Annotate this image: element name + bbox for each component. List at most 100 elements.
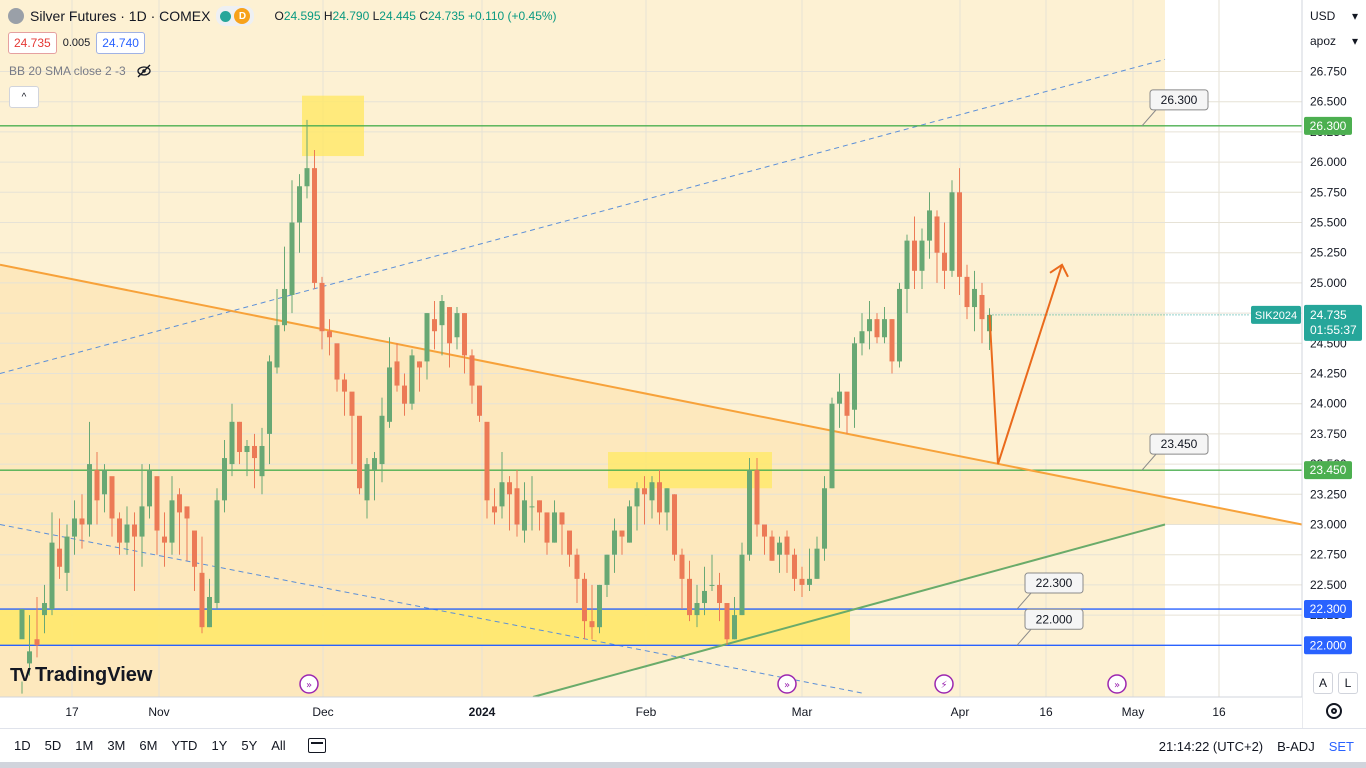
auto-scale-button[interactable]: A — [1313, 672, 1333, 694]
level-callout — [1149, 89, 1209, 111]
buy-price-button[interactable]: 24.740 — [96, 32, 145, 54]
symbol-badge-label: SIK2024 — [1255, 310, 1297, 322]
time-tick-label: Mar — [792, 705, 813, 719]
candle-body — [132, 524, 137, 537]
candle-body — [372, 458, 377, 471]
bottom-strip — [0, 762, 1366, 768]
time-tick-label: Apr — [951, 705, 970, 719]
candle-body — [642, 488, 647, 495]
candle-body — [717, 584, 722, 604]
highlight-zone-bottom — [0, 609, 850, 646]
candle-body — [214, 500, 220, 604]
period-1m[interactable]: 1M — [75, 738, 94, 753]
period-6m[interactable]: 6M — [139, 738, 158, 753]
time-tick-label: May — [1122, 705, 1145, 719]
level-axis-label: 22.300 — [1310, 602, 1347, 616]
adjustment-label[interactable]: B-ADJ — [1277, 738, 1315, 754]
candle-body — [657, 482, 662, 513]
level-axis-badge — [1304, 636, 1352, 655]
event-marker-icon-glyph: » — [306, 680, 312, 691]
time-axis-panel — [0, 697, 1302, 728]
candle-body — [477, 385, 482, 416]
period-5y[interactable]: 5Y — [241, 738, 258, 753]
symbol-logo-icon — [8, 8, 24, 24]
candle-body — [529, 506, 535, 508]
collapse-legend-button[interactable]: ^ — [9, 86, 39, 108]
event-marker-icon[interactable] — [777, 674, 797, 694]
candle-body — [957, 192, 962, 277]
gear-icon[interactable] — [1326, 703, 1342, 719]
level-axis-badge — [1304, 461, 1352, 480]
candle-body — [889, 319, 895, 362]
candle-body — [439, 301, 445, 326]
level-callout — [1024, 608, 1084, 630]
ohlc-values: O24.595 H24.790 L24.445 C24.735 +0.110 (… — [274, 9, 556, 23]
candle-body — [829, 403, 835, 489]
channel-upper-dashed — [0, 58, 1166, 374]
candle-body — [237, 421, 242, 453]
log-scale-button[interactable]: L — [1338, 672, 1358, 694]
period-1d[interactable]: 1D — [14, 738, 31, 753]
eye-off-icon[interactable] — [136, 64, 152, 78]
high-label: H — [323, 9, 333, 23]
candle-body — [289, 222, 295, 295]
price-tick-label: 23.000 — [1310, 518, 1347, 532]
event-marker-icon[interactable] — [299, 674, 319, 694]
currency-select[interactable]: USD ▾ — [1306, 4, 1362, 28]
session-settings-button[interactable]: SET — [1328, 738, 1354, 754]
last-price-badge — [1304, 304, 1362, 341]
candle-body — [72, 518, 77, 537]
candle-body — [154, 476, 160, 531]
unit-select[interactable]: apoz ▾ — [1306, 29, 1362, 53]
candle-body — [117, 518, 122, 543]
price-tick-label: 25.000 — [1310, 276, 1347, 290]
period-3m[interactable]: 3M — [107, 738, 126, 753]
symbol-title[interactable]: Silver Futures · 1D · COMEX — [30, 8, 211, 24]
candle-body — [102, 470, 107, 495]
tradingview-logo[interactable]: TV TradingView — [10, 664, 152, 687]
candle-body — [897, 288, 902, 362]
candle-body — [147, 470, 152, 507]
indicator-legend[interactable]: BB 20 SMA close 2 -3 — [9, 64, 152, 78]
event-marker-icon[interactable] — [1107, 674, 1127, 694]
candle-body — [709, 584, 715, 586]
candle-body — [259, 445, 265, 477]
candle-body — [379, 415, 385, 465]
delayed-badge: D — [234, 8, 251, 24]
price-tick-label: 26.000 — [1310, 155, 1347, 169]
close-label: C — [419, 9, 428, 23]
sell-price-button[interactable]: 24.735 — [8, 32, 57, 54]
period-all[interactable]: All — [271, 738, 286, 753]
lightning-icon[interactable] — [934, 674, 954, 694]
candle-body — [949, 192, 955, 271]
candle-body — [574, 554, 580, 579]
candle-body — [567, 530, 572, 555]
candle-body — [499, 482, 505, 507]
candle-body — [792, 554, 797, 579]
period-ytd[interactable]: YTD — [171, 738, 198, 753]
price-tick-label: 24.250 — [1310, 367, 1347, 381]
candle-body — [282, 288, 287, 326]
quote-panel: 24.735 0.005 24.740 — [8, 32, 145, 54]
indicator-label: BB 20 SMA close 2 -3 — [9, 64, 126, 78]
clock-time[interactable]: 21:14:22 (UTC+2) — [1158, 738, 1264, 754]
candle-body — [432, 319, 437, 332]
candle-body — [139, 506, 145, 537]
calendar-icon[interactable] — [307, 738, 326, 753]
candle-body — [619, 530, 625, 537]
price-tick-label: 22.750 — [1310, 548, 1347, 562]
currency-value: USD — [1310, 9, 1336, 23]
market-status[interactable]: D — [216, 6, 255, 26]
candle-body — [514, 488, 520, 525]
period-1y[interactable]: 1Y — [211, 738, 228, 753]
candle-body — [192, 530, 197, 567]
low-label: L — [372, 9, 380, 23]
candle-body — [484, 421, 490, 501]
period-5d[interactable]: 5D — [44, 738, 62, 753]
candle-body — [919, 240, 925, 271]
candle-body — [934, 216, 940, 253]
candle-body — [859, 331, 865, 344]
candle-body — [544, 512, 550, 543]
candle-body — [49, 542, 55, 610]
